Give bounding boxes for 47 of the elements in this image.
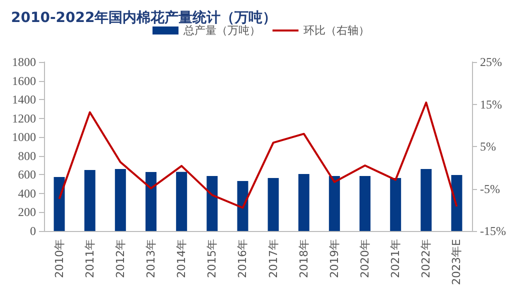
y-tick-label: 200 <box>18 205 36 220</box>
y-tick-label: 600 <box>18 168 36 182</box>
legend-label: 总产量（万吨） <box>182 24 260 37</box>
y-tick-label: 400 <box>18 186 36 200</box>
bar <box>237 180 248 231</box>
bar <box>268 178 279 231</box>
x-tick-label: 2019年 <box>328 239 341 278</box>
bar <box>114 169 126 231</box>
x-tick-label: 2020年 <box>358 239 372 278</box>
y-tick-label: 1400 <box>12 92 36 107</box>
y-tick-label: 1600 <box>12 74 36 88</box>
y2-tick-label: 25% <box>480 55 502 69</box>
bar <box>206 176 218 231</box>
y2-tick-label: -15% <box>480 224 506 238</box>
x-tick-label: 2011年 <box>83 239 96 278</box>
x-tick-label: 2013年 <box>144 239 158 278</box>
y2-tick-label: -5% <box>480 182 500 196</box>
x-tick-label: 2015年 <box>206 239 219 278</box>
x-tick-label: 2016年 <box>236 239 250 278</box>
legend-label: 环比（右轴） <box>304 24 370 37</box>
bar <box>176 172 188 231</box>
y-tick-label: 800 <box>18 148 36 163</box>
bar <box>360 176 370 231</box>
bar <box>420 169 432 231</box>
bar <box>298 174 310 231</box>
y-tick-label: 0 <box>30 224 36 238</box>
bar <box>451 174 462 231</box>
chart-title: 2010-2022年国内棉花产量统计（万吨） <box>11 9 277 26</box>
line-series <box>58 102 458 209</box>
x-tick-label: 2010年 <box>52 239 66 278</box>
y-tick-label: 1200 <box>12 111 36 126</box>
y-tick-label: 1000 <box>12 130 36 144</box>
bar <box>54 177 65 231</box>
bar <box>390 178 402 231</box>
x-tick-label: 2012年 <box>114 239 127 278</box>
x-tick-label: 2022年 <box>420 239 433 278</box>
y2-tick-label: 5% <box>480 140 496 154</box>
bar <box>84 170 96 231</box>
bar <box>328 176 340 231</box>
y-tick-label: 1800 <box>12 55 36 69</box>
x-tick-label: 2017年 <box>266 239 280 278</box>
x-tick-label: 2014年 <box>175 239 188 278</box>
y2-tick-label: 15% <box>480 97 502 112</box>
x-tick-label: 2023年E <box>450 238 464 285</box>
bar <box>146 172 156 231</box>
x-tick-label: 2018年 <box>297 239 310 278</box>
x-tick-label: 2021年 <box>389 239 402 278</box>
